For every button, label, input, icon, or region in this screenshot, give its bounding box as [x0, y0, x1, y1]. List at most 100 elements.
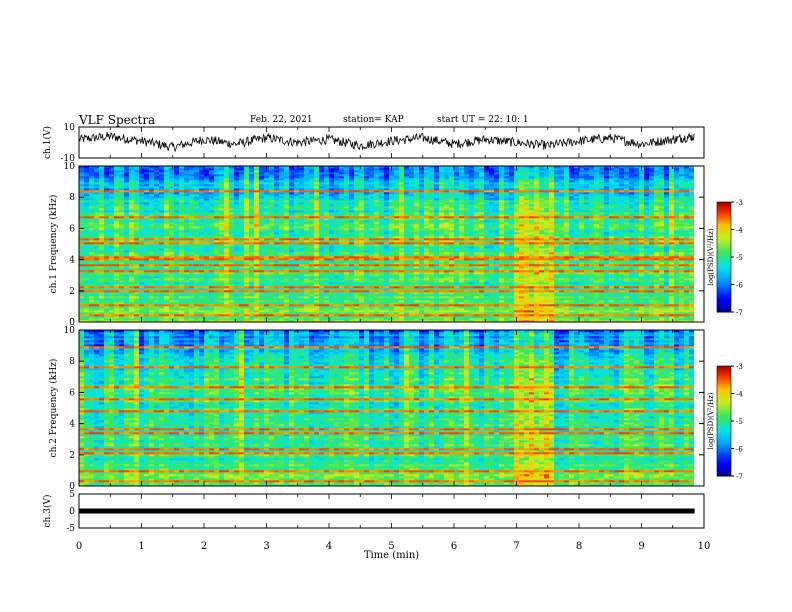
spectrogram-cell: [129, 210, 135, 213]
spectrogram-cell: [129, 232, 135, 235]
spectrogram-cell: [299, 220, 305, 223]
spectrogram-cell: [219, 274, 225, 277]
spectrogram-cell: [214, 180, 220, 183]
spectrogram-cell: [264, 284, 270, 287]
spectrogram-cell: [299, 250, 305, 253]
spectrogram-cell: [344, 262, 350, 265]
spectrogram-cell: [314, 218, 320, 221]
spectrogram-cell: [389, 172, 395, 175]
spectrogram-cell: [179, 296, 185, 299]
spectrogram-cell: [374, 216, 380, 219]
spectrogram-cell: [219, 234, 225, 237]
spectrogram-cell: [264, 306, 270, 309]
spectrogram-cell: [104, 190, 110, 193]
spectrogram-cell: [129, 218, 135, 221]
spectrogram-cell: [314, 294, 320, 297]
spectrogram-cell: [289, 266, 295, 269]
spectrogram-cell: [389, 284, 395, 287]
spectrogram-cell: [159, 198, 165, 201]
spectrogram-cell: [179, 288, 185, 291]
spectrogram-cell: [189, 314, 195, 317]
spectrogram-cell: [254, 226, 260, 229]
spectrogram-cell: [179, 198, 185, 201]
spectrogram-cell: [189, 214, 195, 217]
spectrogram-cell: [179, 218, 185, 221]
spectrogram-cell: [109, 186, 115, 189]
spectrogram-cell: [124, 190, 130, 193]
spectrogram-cell: [339, 254, 345, 257]
spectrogram-cell: [214, 280, 220, 283]
spectrogram-cell: [314, 180, 320, 183]
spectrogram-cell: [319, 264, 325, 267]
spectrogram-cell: [269, 208, 275, 211]
spectrogram-cell: [139, 176, 145, 179]
spectrogram-cell: [189, 194, 195, 197]
spectrogram-cell: [89, 182, 95, 185]
spectrogram-cell: [109, 204, 115, 207]
spectrogram-cell: [389, 214, 395, 217]
spectrogram-cell: [299, 196, 305, 199]
spectrogram-cell: [164, 232, 170, 235]
spectrogram-cell: [279, 190, 285, 193]
spectrogram-cell: [269, 214, 275, 217]
spectrogram-cell: [149, 212, 155, 215]
spectrogram-cell: [104, 168, 110, 171]
spectrogram-cell: [94, 240, 100, 243]
spectrogram-cell: [189, 246, 195, 249]
spectrogram-cell: [274, 234, 280, 237]
spectrogram-cell: [379, 310, 385, 313]
spectrogram-cell: [349, 228, 355, 231]
spectrogram-cell: [209, 224, 215, 227]
spectrogram-cell: [84, 222, 90, 225]
spectrogram-cell: [134, 306, 140, 309]
spectrogram-cell: [334, 282, 340, 285]
spectrogram-cell: [159, 226, 165, 229]
spectrogram-cell: [229, 200, 235, 203]
spectrogram-cell: [209, 242, 215, 245]
spectrogram-cell: [354, 316, 360, 319]
spectrogram-cell: [84, 186, 90, 189]
spectrogram-cell: [364, 182, 370, 185]
spectrogram-cell: [159, 224, 165, 227]
spectrogram-cell: [214, 272, 220, 275]
spectrogram-cell: [369, 320, 375, 323]
spectrogram-cell: [204, 210, 210, 213]
spectrogram-cell: [194, 190, 200, 193]
spectrogram-cell: [249, 236, 255, 239]
spectrogram-cell: [154, 288, 160, 291]
spectrogram-cell: [304, 178, 310, 181]
spectrogram-cell: [344, 306, 350, 309]
spectrogram-cell: [364, 180, 370, 183]
spectrogram-cell: [249, 252, 255, 255]
spectrogram-cell: [199, 302, 205, 305]
spectrogram-cell: [349, 172, 355, 175]
spectrogram-cell: [159, 238, 165, 241]
spectrogram-cell: [234, 304, 240, 307]
spectrogram-cell: [269, 200, 275, 203]
spectrogram-cell: [79, 224, 85, 227]
spectrogram-cell: [104, 266, 110, 269]
spectrogram-cell: [244, 188, 250, 191]
spectrogram-cell: [164, 212, 170, 215]
spectrogram-cell: [154, 262, 160, 265]
spectrogram-cell: [379, 208, 385, 211]
spectrogram-cell: [169, 178, 175, 181]
spectrogram-cell: [199, 194, 205, 197]
spectrogram-cell: [119, 302, 125, 305]
spectrogram-cell: [364, 300, 370, 303]
spectrogram-cell: [129, 272, 135, 275]
spectrogram-cell: [339, 228, 345, 231]
spectrogram-cell: [344, 206, 350, 209]
spectrogram-cell: [229, 196, 235, 199]
spectrogram-cell: [324, 252, 330, 255]
spectrogram-cell: [284, 278, 290, 281]
spectrogram-cell: [224, 190, 230, 193]
spectrogram-cell: [94, 242, 100, 245]
spectrogram-cell: [259, 290, 265, 293]
spectrogram-cell: [184, 206, 190, 209]
spectrogram-cell: [99, 274, 105, 277]
spectrogram-cell: [224, 170, 230, 173]
spectrogram-cell: [234, 176, 240, 179]
spectrogram-cell: [229, 244, 235, 247]
spectrogram-cell: [374, 174, 380, 177]
